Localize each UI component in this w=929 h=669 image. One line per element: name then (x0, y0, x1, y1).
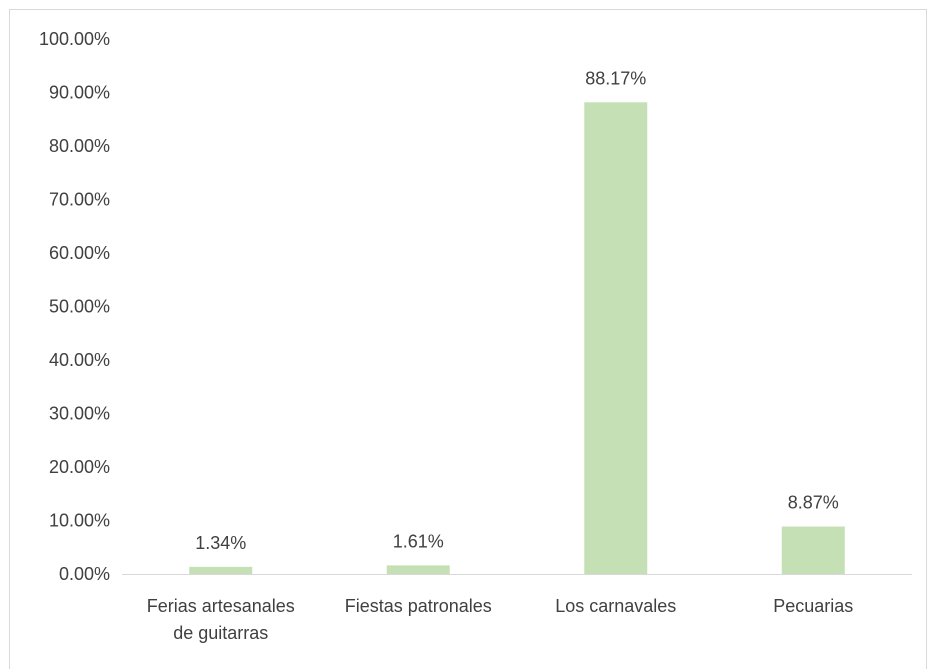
data-label: 8.87% (788, 493, 839, 513)
bar (189, 566, 253, 574)
data-label: 1.34% (195, 533, 246, 553)
chart-frame (9, 9, 927, 669)
y-tick-label: 50.00% (49, 297, 110, 317)
y-tick-label: 30.00% (49, 404, 110, 424)
y-axis-ticks: 0.00% 10.00% 20.00% 30.00% 40.00% 50.00% 60.00… (39, 29, 110, 584)
data-label: 88.17% (585, 68, 646, 88)
category-label: de guitarras (173, 623, 268, 643)
y-tick-label: 40.00% (49, 350, 110, 370)
bar (386, 565, 450, 574)
bar (781, 526, 845, 574)
bars-group (189, 102, 845, 574)
y-tick-label: 10.00% (49, 511, 110, 531)
category-labels-group: Ferias artesanales de guitarras Fiestas pa… (147, 596, 854, 643)
y-tick-label: 60.00% (49, 243, 110, 263)
y-tick-label: 90.00% (49, 83, 110, 103)
data-label: 1.61% (393, 531, 444, 551)
y-tick-label: 20.00% (49, 457, 110, 477)
category-label: Ferias artesanales (147, 596, 295, 616)
y-tick-label: 0.00% (59, 564, 110, 584)
y-tick-label: 70.00% (49, 190, 110, 210)
category-label: Los carnavales (555, 596, 676, 616)
bar (584, 102, 648, 574)
category-label: Pecuarias (773, 596, 853, 616)
y-tick-label: 100.00% (39, 29, 110, 49)
y-tick-label: 80.00% (49, 136, 110, 156)
data-labels-group: 1.34% 1.61% 88.17% 8.87% (195, 68, 839, 553)
category-label: Fiestas patronales (345, 596, 492, 616)
